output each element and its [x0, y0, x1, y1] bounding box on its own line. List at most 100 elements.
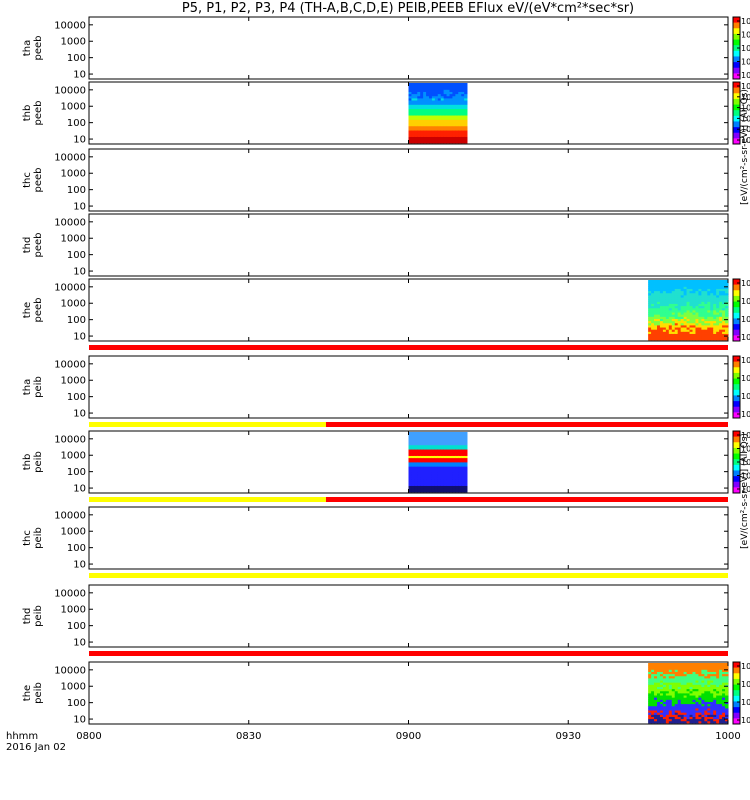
plot-title: P5, P1, P2, P3, P4 (TH-A,B,C,D,E) PEIB,P… — [181, 1, 635, 16]
data-cell — [665, 680, 670, 683]
data-cell — [704, 710, 708, 713]
data-cell — [689, 312, 693, 315]
data-cell — [722, 288, 726, 292]
data-cell — [437, 100, 442, 103]
data-cell — [452, 455, 456, 459]
data-cell — [692, 686, 696, 690]
colorbar-swatch — [733, 464, 740, 471]
data-cell — [659, 290, 664, 294]
data-cell — [701, 688, 705, 692]
data-cell — [707, 337, 711, 341]
data-cell — [698, 301, 702, 304]
data-cell — [704, 671, 708, 675]
data-cell — [701, 320, 705, 324]
instrument-label: peeb — [33, 36, 44, 61]
data-cell — [716, 322, 720, 326]
data-cell — [414, 121, 418, 125]
data-cell — [665, 312, 670, 315]
data-cell — [452, 93, 456, 97]
data-cell — [704, 682, 708, 685]
data-cell — [434, 100, 439, 103]
data-cell — [458, 130, 462, 133]
data-cell — [710, 708, 714, 711]
data-cell — [426, 100, 430, 103]
data-cell — [458, 481, 462, 484]
data-cell — [411, 444, 415, 448]
data-cell — [659, 669, 664, 672]
colorbar-swatch — [733, 718, 740, 725]
data-cell — [695, 310, 699, 313]
data-cell — [668, 678, 673, 681]
data-cell — [662, 688, 667, 692]
data-cell — [692, 678, 696, 681]
data-cell — [665, 690, 670, 694]
data-cell — [725, 297, 729, 300]
data-cell — [665, 299, 670, 302]
data-cell — [722, 714, 726, 717]
data-cell — [716, 684, 720, 687]
data-cell — [689, 663, 693, 666]
data-cell — [662, 297, 667, 300]
data-cell — [707, 280, 711, 283]
data-cell — [420, 474, 424, 478]
data-cell — [713, 680, 717, 683]
data-cell — [657, 301, 661, 304]
data-cell — [426, 468, 430, 471]
data-cell — [662, 303, 667, 307]
colorbar-tick-label: 10⁵ — [741, 315, 750, 324]
data-cell — [440, 110, 445, 114]
data-cell — [458, 121, 462, 125]
data-cell — [719, 714, 723, 717]
data-cell — [434, 119, 439, 122]
data-cell — [722, 310, 726, 313]
data-cell — [677, 329, 682, 332]
probe-label: tha — [22, 379, 33, 395]
data-cell — [686, 720, 690, 724]
y-tick-label: 100 — [67, 315, 86, 326]
data-cell — [680, 310, 685, 313]
data-cell — [701, 301, 705, 304]
data-cell — [452, 462, 456, 465]
data-cell — [458, 110, 462, 114]
data-cell — [668, 705, 673, 709]
data-cell — [654, 286, 658, 289]
data-cell — [423, 436, 427, 439]
data-cell — [657, 310, 661, 313]
data-cell — [665, 284, 670, 287]
data-cell — [411, 117, 415, 120]
data-cell — [654, 327, 658, 330]
data-cell — [659, 690, 664, 694]
data-cell — [677, 708, 682, 711]
data-cell — [461, 479, 465, 482]
data-cell — [680, 335, 685, 339]
data-cell — [674, 292, 679, 296]
data-cell — [449, 93, 453, 97]
data-cell — [464, 479, 468, 482]
data-cell — [449, 481, 453, 484]
data-cell — [411, 449, 415, 452]
data-cell — [446, 136, 450, 140]
data-cell — [662, 335, 667, 339]
data-cell — [680, 303, 685, 307]
data-cell — [698, 320, 702, 324]
data-cell — [683, 329, 687, 332]
data-cell — [434, 110, 439, 114]
data-cell — [686, 708, 690, 711]
data-cell — [417, 115, 421, 118]
data-cell — [710, 699, 714, 702]
data-cell — [648, 675, 652, 679]
data-cell — [446, 489, 450, 493]
data-cell — [452, 121, 456, 125]
data-cell — [417, 438, 421, 441]
data-cell — [657, 705, 661, 709]
data-cell — [449, 87, 453, 90]
data-cell — [710, 301, 714, 304]
data-cell — [449, 91, 453, 95]
data-cell — [662, 322, 667, 326]
data-cell — [692, 305, 696, 309]
data-cell — [431, 464, 436, 467]
data-cell — [710, 333, 714, 337]
data-cell — [426, 138, 430, 142]
data-cell — [662, 667, 667, 670]
data-cell — [698, 333, 702, 337]
